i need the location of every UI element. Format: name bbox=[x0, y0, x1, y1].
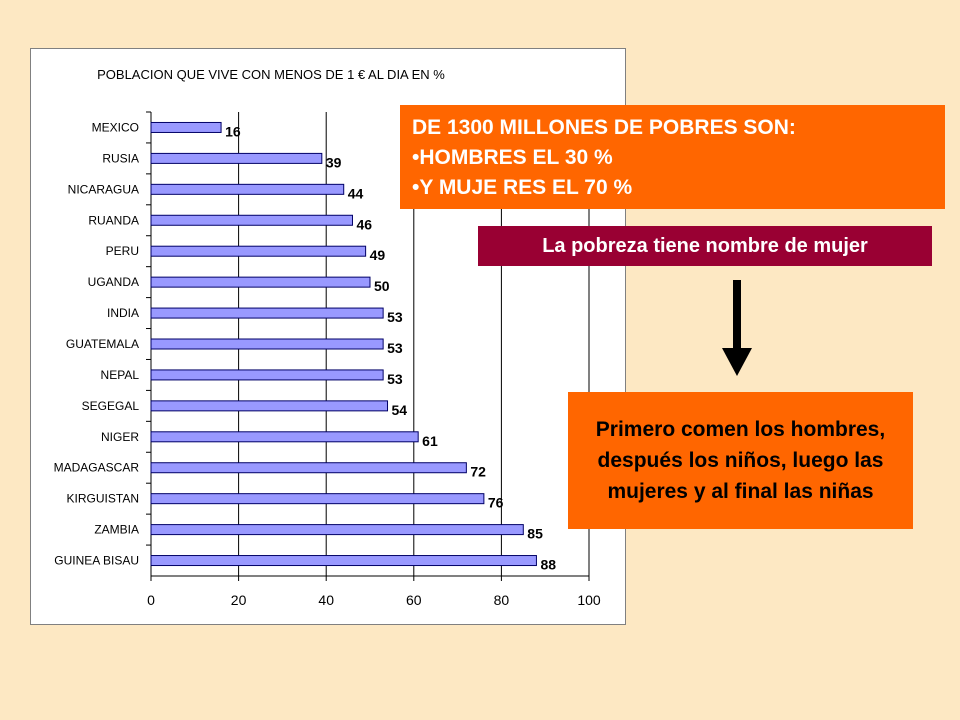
bar-nicaragua bbox=[150, 183, 345, 195]
x-tick-label-1: 20 bbox=[231, 592, 247, 608]
bar-segegal bbox=[150, 400, 389, 412]
bar-madagascar bbox=[150, 462, 467, 474]
value-label-10: 61 bbox=[422, 433, 438, 449]
category-label-10: NIGER bbox=[101, 430, 139, 444]
category-label-4: PERU bbox=[106, 244, 139, 258]
bar-mexico bbox=[150, 121, 222, 133]
bar-rusia bbox=[150, 152, 323, 164]
value-label-4: 49 bbox=[370, 247, 386, 263]
value-label-3: 46 bbox=[356, 216, 372, 232]
value-label-1: 39 bbox=[326, 154, 342, 170]
stats-item-men: •HOMBRES EL 30 % bbox=[412, 146, 613, 169]
value-label-7: 53 bbox=[387, 340, 403, 356]
stats-item-women: •Y MUJE RES EL 70 % bbox=[412, 176, 633, 199]
bar-guatemala bbox=[150, 338, 384, 350]
value-label-11: 72 bbox=[470, 464, 486, 480]
value-label-2: 44 bbox=[348, 185, 364, 201]
x-tick-label-2: 40 bbox=[318, 592, 334, 608]
bar-uganda bbox=[150, 276, 371, 288]
x-tick-label-4: 80 bbox=[494, 592, 510, 608]
x-tick-label-5: 100 bbox=[577, 592, 601, 608]
bar-ruanda bbox=[150, 214, 353, 226]
value-label-0: 16 bbox=[225, 123, 241, 139]
bar-india bbox=[150, 307, 384, 319]
value-label-5: 50 bbox=[374, 278, 390, 294]
stats-heading: DE 1300 MILLONES DE POBRES SON: bbox=[412, 116, 796, 139]
bar-zambia bbox=[150, 524, 524, 536]
bar-kirguistan bbox=[150, 493, 485, 505]
category-label-11: MADAGASCAR bbox=[54, 461, 140, 475]
bar-guinea-bisau bbox=[150, 555, 537, 567]
note-box: Primero comen los hombres, después los n… bbox=[568, 392, 913, 529]
category-label-13: ZAMBIA bbox=[94, 523, 139, 537]
category-label-7: GUATEMALA bbox=[66, 337, 139, 351]
tagline-text: La pobreza tiene nombre de mujer bbox=[542, 234, 868, 257]
chart-title: POBLACION QUE VIVE CON MENOS DE 1 € AL D… bbox=[97, 67, 445, 82]
value-label-14: 88 bbox=[540, 557, 556, 573]
bar-peru bbox=[150, 245, 367, 257]
bar-niger bbox=[150, 431, 419, 443]
bar-nepal bbox=[150, 369, 384, 381]
category-label-6: INDIA bbox=[107, 306, 139, 320]
stats-box: DE 1300 MILLONES DE POBRES SON: •HOMBRES… bbox=[400, 105, 945, 209]
category-label-1: RUSIA bbox=[102, 151, 139, 165]
category-label-14: GUINEA BISAU bbox=[54, 554, 139, 568]
value-label-6: 53 bbox=[387, 309, 403, 325]
value-label-13: 85 bbox=[527, 526, 543, 542]
category-label-0: MEXICO bbox=[92, 120, 139, 134]
category-label-9: SEGEGAL bbox=[82, 399, 140, 413]
tagline-banner: La pobreza tiene nombre de mujer bbox=[478, 226, 932, 266]
x-tick-label-0: 0 bbox=[147, 592, 155, 608]
category-label-2: NICARAGUA bbox=[68, 182, 139, 196]
arrow-down-icon bbox=[722, 280, 752, 376]
value-label-8: 53 bbox=[387, 371, 403, 387]
note-text: Primero comen los hombres, después los n… bbox=[595, 418, 886, 503]
category-label-5: UGANDA bbox=[88, 275, 139, 289]
category-label-3: RUANDA bbox=[88, 213, 139, 227]
category-label-8: NEPAL bbox=[101, 368, 140, 382]
category-label-12: KIRGUISTAN bbox=[67, 492, 139, 506]
value-label-9: 54 bbox=[392, 402, 408, 418]
value-label-12: 76 bbox=[488, 495, 504, 511]
x-tick-label-3: 60 bbox=[406, 592, 422, 608]
